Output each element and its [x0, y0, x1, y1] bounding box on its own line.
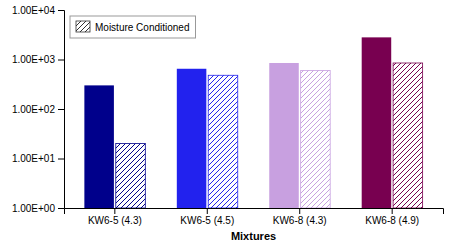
y-tick-mark — [58, 208, 64, 209]
y-tick-label: 1.00E+04 — [12, 5, 56, 16]
y-tick-mark — [58, 60, 64, 61]
y-tick: 1.00E+03 — [12, 54, 64, 65]
bar — [84, 85, 114, 208]
x-tick-label: KW6-5 (4.5) — [180, 215, 234, 226]
y-axis-line — [58, 11, 65, 209]
bar — [269, 63, 299, 208]
legend-entry: Moisture Conditioned — [76, 21, 190, 33]
x-tick: KW6-8 (4.3) — [273, 208, 327, 226]
y-tick: 1.00E+00 — [12, 203, 64, 214]
bars — [84, 37, 422, 208]
legend-label: Moisture Conditioned — [95, 22, 190, 33]
x-tick-mark — [392, 208, 393, 214]
bar — [116, 144, 146, 208]
x-axis-title: Mixtures — [231, 230, 276, 242]
x-tick: KW6-8 (4.9) — [365, 208, 419, 226]
x-tick: KW6-5 (4.3) — [88, 208, 142, 226]
y-tick-label: 1.00E+00 — [12, 203, 56, 214]
x-tick: KW6-5 (4.5) — [180, 208, 234, 226]
y-tick: 1.00E+02 — [12, 104, 64, 115]
y-tick: 1.00E+04 — [12, 5, 64, 16]
bar — [362, 37, 392, 208]
legend-box — [70, 16, 196, 38]
x-tick-mark — [207, 208, 208, 214]
x-axis-line — [65, 209, 444, 215]
y-axis: 1.00E+00 1.00E+01 1.00E+02 1.00E+03 1.00E+04 — [12, 5, 65, 214]
bar — [208, 75, 238, 208]
series — [84, 37, 391, 208]
y-tick-label: 1.00E+03 — [12, 54, 56, 65]
y-tick-label: 1.00E+01 — [12, 153, 56, 164]
bar — [177, 69, 207, 208]
legend: Moisture Conditioned — [70, 16, 196, 38]
series — [116, 63, 423, 208]
chart: 1.00E+00 1.00E+01 1.00E+02 1.00E+03 1.00E+04… — [0, 0, 457, 246]
bar — [393, 63, 423, 208]
x-tick-label: KW6-5 (4.3) — [88, 215, 142, 226]
plot: 1.00E+00 1.00E+01 1.00E+02 1.00E+03 1.00E+04… — [12, 5, 444, 226]
y-tick-mark — [58, 10, 64, 11]
legend-swatch — [76, 21, 90, 32]
x-tick-label: KW6-8 (4.3) — [273, 215, 327, 226]
y-tick: 1.00E+01 — [12, 153, 64, 164]
x-tick-mark — [299, 208, 300, 214]
x-axis: KW6-5 (4.3) KW6-5 (4.5) KW6-8 (4.3) KW6-8 (… — [65, 208, 444, 226]
bar — [301, 70, 331, 208]
y-tick-mark — [58, 109, 64, 110]
x-tick-mark — [114, 208, 115, 214]
x-tick-label: KW6-8 (4.9) — [365, 215, 419, 226]
y-tick-mark — [58, 159, 64, 160]
y-tick-label: 1.00E+02 — [12, 104, 56, 115]
